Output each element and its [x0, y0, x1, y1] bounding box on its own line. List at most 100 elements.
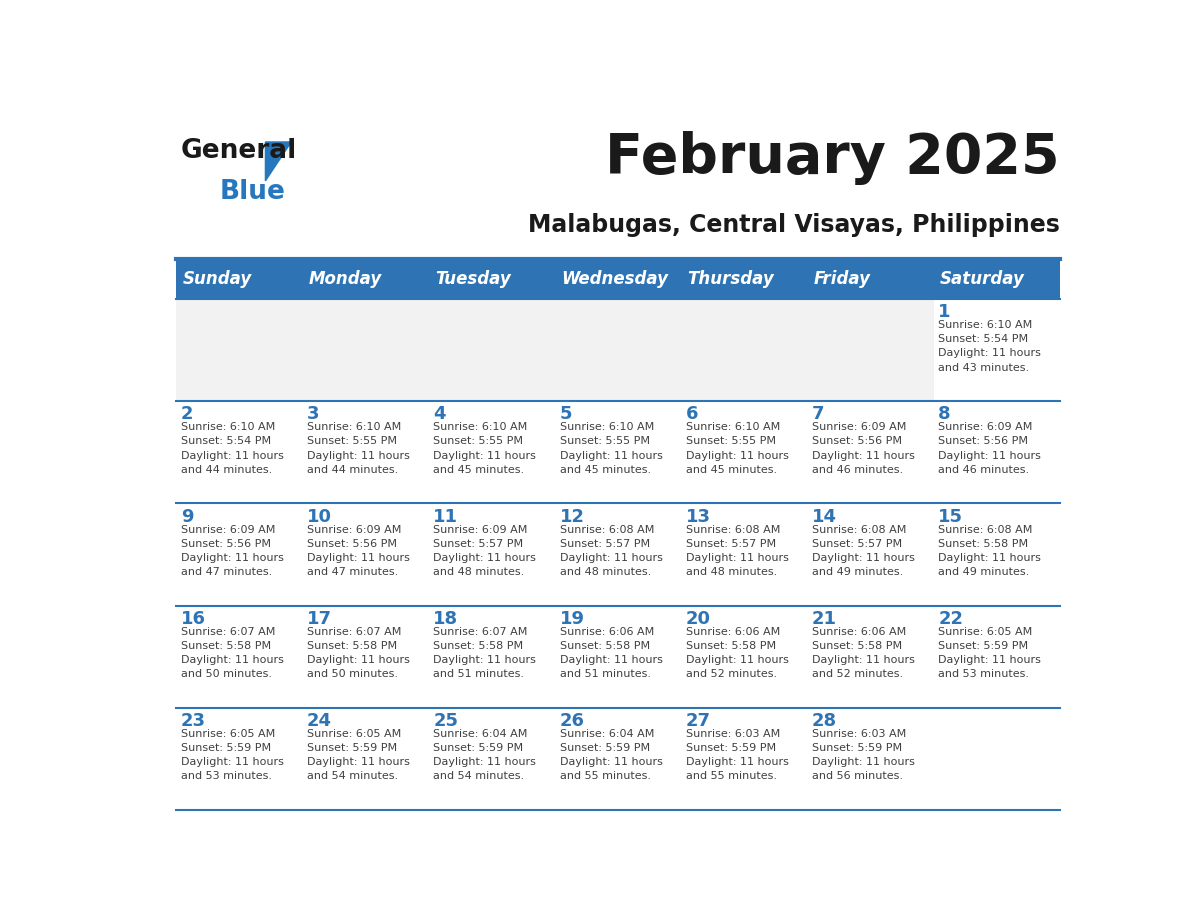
Text: Daylight: 11 hours: Daylight: 11 hours	[560, 451, 663, 461]
Text: Friday: Friday	[814, 270, 871, 287]
Text: 22: 22	[939, 610, 963, 628]
Bar	[555, 401, 681, 503]
Text: Sunset: 5:56 PM: Sunset: 5:56 PM	[939, 436, 1029, 446]
Text: 12: 12	[560, 508, 584, 526]
Text: Sunset: 5:59 PM: Sunset: 5:59 PM	[434, 743, 524, 753]
Bar	[555, 299, 681, 401]
Bar	[555, 503, 681, 606]
Text: 4: 4	[434, 406, 446, 423]
Text: Daylight: 11 hours: Daylight: 11 hours	[181, 655, 284, 665]
Bar	[808, 503, 934, 606]
Text: Daylight: 11 hours: Daylight: 11 hours	[181, 451, 284, 461]
Text: and 49 minutes.: and 49 minutes.	[939, 567, 1030, 577]
Text: Sunrise: 6:03 AM: Sunrise: 6:03 AM	[685, 729, 781, 739]
Bar	[429, 299, 555, 401]
Text: Sunset: 5:59 PM: Sunset: 5:59 PM	[685, 743, 776, 753]
Text: 17: 17	[307, 610, 331, 628]
Text: and 45 minutes.: and 45 minutes.	[434, 465, 524, 475]
Text: 20: 20	[685, 610, 710, 628]
Text: Sunset: 5:59 PM: Sunset: 5:59 PM	[181, 743, 271, 753]
Text: and 55 minutes.: and 55 minutes.	[685, 771, 777, 781]
Text: Sunset: 5:57 PM: Sunset: 5:57 PM	[434, 539, 524, 549]
Text: and 50 minutes.: and 50 minutes.	[307, 669, 398, 679]
Bar	[303, 606, 429, 708]
Text: 8: 8	[939, 406, 950, 423]
Text: Sunrise: 6:04 AM: Sunrise: 6:04 AM	[434, 729, 527, 739]
Text: Sunset: 5:58 PM: Sunset: 5:58 PM	[181, 641, 271, 651]
Text: and 49 minutes.: and 49 minutes.	[813, 567, 903, 577]
Text: Sunrise: 6:07 AM: Sunrise: 6:07 AM	[434, 627, 527, 637]
Bar	[176, 401, 303, 503]
Text: Sunset: 5:58 PM: Sunset: 5:58 PM	[307, 641, 397, 651]
Bar	[808, 708, 934, 810]
Text: Sunset: 5:56 PM: Sunset: 5:56 PM	[181, 539, 271, 549]
Bar	[681, 299, 808, 401]
Text: 18: 18	[434, 610, 459, 628]
Text: 2: 2	[181, 406, 194, 423]
Text: Sunrise: 6:06 AM: Sunrise: 6:06 AM	[813, 627, 906, 637]
Text: 27: 27	[685, 712, 710, 730]
Bar	[934, 503, 1060, 606]
Text: Sunrise: 6:10 AM: Sunrise: 6:10 AM	[939, 320, 1032, 330]
Bar	[808, 606, 934, 708]
Text: 15: 15	[939, 508, 963, 526]
Text: Sunset: 5:59 PM: Sunset: 5:59 PM	[560, 743, 650, 753]
Text: Sunset: 5:58 PM: Sunset: 5:58 PM	[685, 641, 776, 651]
Text: Sunrise: 6:09 AM: Sunrise: 6:09 AM	[813, 422, 906, 432]
Text: 23: 23	[181, 712, 206, 730]
Bar	[555, 259, 681, 299]
Text: and 48 minutes.: and 48 minutes.	[560, 567, 651, 577]
Text: Sunset: 5:54 PM: Sunset: 5:54 PM	[939, 334, 1029, 344]
Text: 24: 24	[307, 712, 331, 730]
Text: and 48 minutes.: and 48 minutes.	[685, 567, 777, 577]
Text: Sunset: 5:54 PM: Sunset: 5:54 PM	[181, 436, 271, 446]
Bar	[303, 503, 429, 606]
Bar	[176, 299, 303, 401]
Text: Sunrise: 6:08 AM: Sunrise: 6:08 AM	[813, 524, 906, 534]
Bar	[429, 606, 555, 708]
Text: and 48 minutes.: and 48 minutes.	[434, 567, 525, 577]
Text: Sunrise: 6:03 AM: Sunrise: 6:03 AM	[813, 729, 906, 739]
Text: Daylight: 11 hours: Daylight: 11 hours	[560, 757, 663, 767]
Bar	[176, 503, 303, 606]
Text: Wednesday: Wednesday	[561, 270, 668, 287]
Text: Daylight: 11 hours: Daylight: 11 hours	[685, 757, 789, 767]
Bar	[303, 299, 429, 401]
Bar	[429, 259, 555, 299]
Text: Daylight: 11 hours: Daylight: 11 hours	[434, 655, 536, 665]
Text: 26: 26	[560, 712, 584, 730]
Bar	[555, 606, 681, 708]
Bar	[681, 259, 808, 299]
Text: Sunset: 5:58 PM: Sunset: 5:58 PM	[560, 641, 650, 651]
Text: Daylight: 11 hours: Daylight: 11 hours	[434, 451, 536, 461]
Text: 7: 7	[813, 406, 824, 423]
Text: and 53 minutes.: and 53 minutes.	[939, 669, 1029, 679]
Text: Sunset: 5:55 PM: Sunset: 5:55 PM	[560, 436, 650, 446]
Text: 21: 21	[813, 610, 838, 628]
Text: Sunrise: 6:10 AM: Sunrise: 6:10 AM	[181, 422, 274, 432]
Bar	[681, 708, 808, 810]
Text: Daylight: 11 hours: Daylight: 11 hours	[307, 451, 410, 461]
Text: Sunset: 5:55 PM: Sunset: 5:55 PM	[307, 436, 397, 446]
Text: Daylight: 11 hours: Daylight: 11 hours	[307, 553, 410, 563]
Text: Sunset: 5:57 PM: Sunset: 5:57 PM	[813, 539, 902, 549]
Bar	[303, 708, 429, 810]
Text: Daylight: 11 hours: Daylight: 11 hours	[813, 757, 915, 767]
Text: 1: 1	[939, 303, 950, 321]
Bar	[303, 259, 429, 299]
Text: 16: 16	[181, 610, 206, 628]
Text: Daylight: 11 hours: Daylight: 11 hours	[434, 553, 536, 563]
Text: 6: 6	[685, 406, 699, 423]
Text: Sunday: Sunday	[183, 270, 252, 287]
Text: and 46 minutes.: and 46 minutes.	[939, 465, 1030, 475]
Bar	[808, 299, 934, 401]
Text: Daylight: 11 hours: Daylight: 11 hours	[685, 451, 789, 461]
Text: and 44 minutes.: and 44 minutes.	[307, 465, 398, 475]
Text: Sunrise: 6:08 AM: Sunrise: 6:08 AM	[939, 524, 1032, 534]
Text: Sunrise: 6:10 AM: Sunrise: 6:10 AM	[307, 422, 402, 432]
Text: Daylight: 11 hours: Daylight: 11 hours	[939, 451, 1041, 461]
Text: Blue: Blue	[220, 179, 285, 206]
Text: and 55 minutes.: and 55 minutes.	[560, 771, 651, 781]
Text: Daylight: 11 hours: Daylight: 11 hours	[813, 451, 915, 461]
Text: Sunset: 5:57 PM: Sunset: 5:57 PM	[685, 539, 776, 549]
